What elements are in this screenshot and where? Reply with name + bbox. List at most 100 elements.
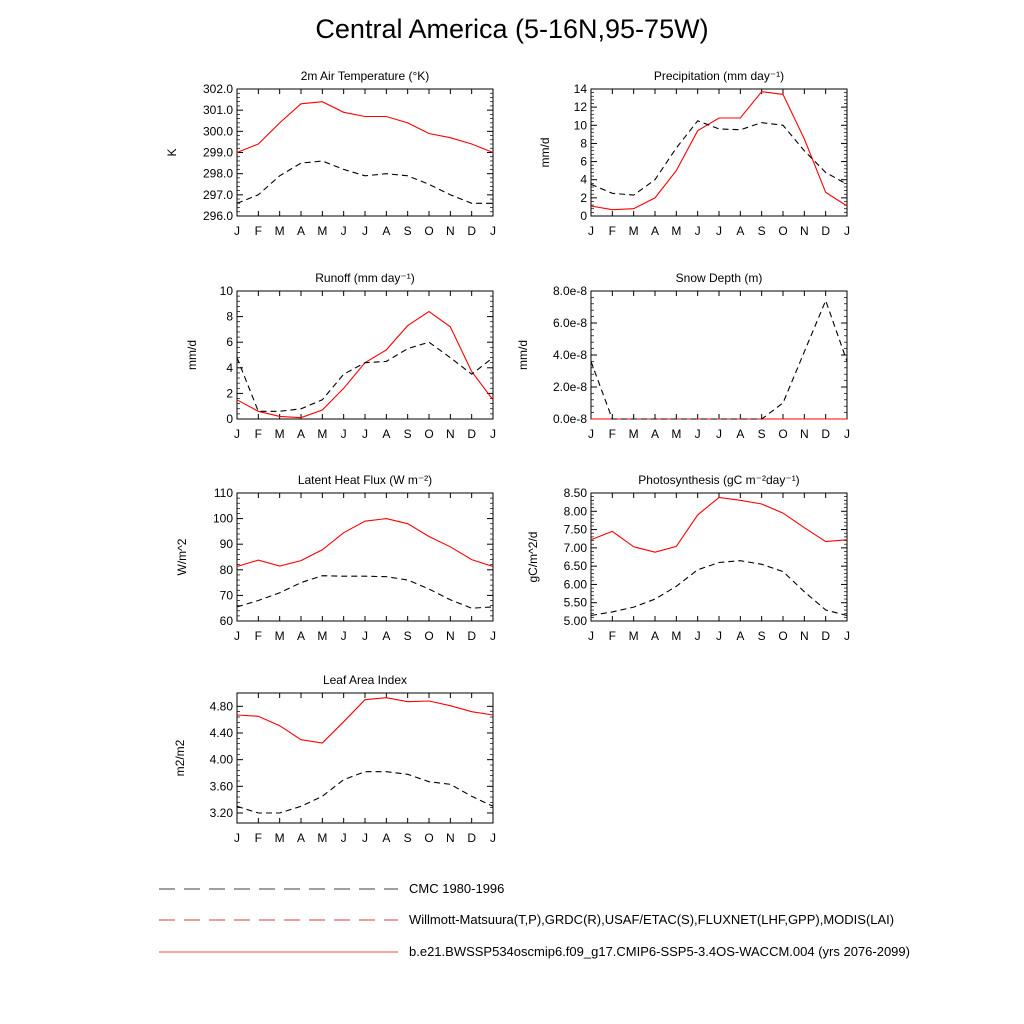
y-tick-label: 4 <box>226 361 233 375</box>
x-tick-label: J <box>844 427 850 441</box>
model-series-line <box>590 91 848 211</box>
panel-frame <box>590 290 848 420</box>
x-tick-label: A <box>736 427 744 441</box>
x-tick-label: S <box>404 427 412 441</box>
y-tick-label: 100 <box>213 512 233 526</box>
y-tick-label: 4.00 <box>210 753 234 767</box>
x-tick-label: D <box>467 831 476 845</box>
x-tick-label: F <box>609 427 616 441</box>
x-tick-label: O <box>424 629 433 643</box>
x-tick-label: S <box>758 629 766 643</box>
obs-series-line <box>236 575 494 609</box>
y-tick-label: 6.0e-8 <box>553 316 587 330</box>
y-tick-label: 14 <box>574 82 588 96</box>
panel-title: 2m Air Temperature (°K) <box>301 69 430 83</box>
obs-series-line <box>590 120 848 196</box>
panel-title: Precipitation (mm day⁻¹) <box>654 69 784 83</box>
x-tick-label: J <box>695 224 701 238</box>
x-tick-label: F <box>255 224 262 238</box>
y-tick-label: 5.00 <box>564 614 588 628</box>
x-tick-label: N <box>446 831 455 845</box>
y-tick-label: 300.0 <box>203 124 233 138</box>
y-tick-label: 299.0 <box>203 146 233 160</box>
x-tick-label: J <box>341 629 347 643</box>
x-tick-label: J <box>844 224 850 238</box>
y-tick-label: 8.0e-8 <box>553 284 587 298</box>
x-tick-label: A <box>736 224 744 238</box>
x-tick-label: S <box>404 831 412 845</box>
y-axis-label: gC/m^2/d <box>526 532 540 583</box>
x-tick-label: N <box>446 427 455 441</box>
panel-frame <box>590 492 848 622</box>
y-tick-label: 3.60 <box>210 779 234 793</box>
x-tick-label: F <box>255 427 262 441</box>
y-tick-label: 297.0 <box>203 188 233 202</box>
model-series-line <box>236 697 494 744</box>
y-tick-label: 4.0e-8 <box>553 348 587 362</box>
x-tick-label: O <box>778 427 787 441</box>
y-tick-label: 8 <box>226 310 233 324</box>
x-tick-label: J <box>362 427 368 441</box>
panel-frame <box>236 290 494 420</box>
x-tick-label: N <box>446 629 455 643</box>
x-tick-label: J <box>490 224 496 238</box>
x-tick-label: J <box>362 224 368 238</box>
y-tick-label: 5.50 <box>564 596 588 610</box>
y-tick-label: 7.00 <box>564 541 588 555</box>
x-tick-label: M <box>671 224 681 238</box>
y-tick-label: 60 <box>220 614 234 628</box>
x-tick-label: A <box>297 629 305 643</box>
y-tick-label: 8.00 <box>564 504 588 518</box>
x-tick-label: O <box>778 224 787 238</box>
x-tick-label: A <box>297 224 305 238</box>
y-axis-label: mm/d <box>538 138 552 168</box>
y-tick-label: 6.00 <box>564 577 588 591</box>
y-tick-label: 4.40 <box>210 726 234 740</box>
x-tick-label: S <box>758 427 766 441</box>
x-tick-label: J <box>716 629 722 643</box>
y-tick-label: 7.50 <box>564 523 588 537</box>
x-tick-label: M <box>317 427 327 441</box>
y-tick-label: 8.50 <box>564 486 588 500</box>
x-tick-label: S <box>404 224 412 238</box>
x-tick-label: J <box>588 629 594 643</box>
obs-series-line <box>236 341 494 412</box>
y-tick-label: 110 <box>214 486 233 500</box>
panel-title: Snow Depth (m) <box>676 271 763 285</box>
x-tick-label: F <box>609 629 616 643</box>
y-axis-label: mm/d <box>185 340 199 370</box>
model-series-line <box>236 518 494 568</box>
y-tick-label: 302.0 <box>203 82 233 96</box>
x-tick-label: A <box>382 629 390 643</box>
x-tick-label: M <box>629 224 639 238</box>
x-tick-label: S <box>758 224 766 238</box>
obs-series-line <box>236 160 493 204</box>
panel-title: Latent Heat Flux (W m⁻²) <box>298 473 432 487</box>
x-tick-label: J <box>362 629 368 643</box>
y-tick-label: 6 <box>580 155 587 169</box>
y-tick-label: 80 <box>220 563 234 577</box>
x-tick-label: M <box>275 224 285 238</box>
y-tick-label: 2.0e-8 <box>553 380 587 394</box>
y-tick-label: 10 <box>220 284 234 298</box>
y-tick-label: 0 <box>226 412 233 426</box>
y-tick-label: 2 <box>226 386 233 400</box>
x-tick-label: D <box>467 224 476 238</box>
x-tick-label: F <box>255 831 262 845</box>
y-axis-label: mm/d <box>516 340 530 370</box>
y-tick-label: 2 <box>580 191 587 205</box>
x-tick-label: J <box>490 831 496 845</box>
x-tick-label: F <box>255 629 262 643</box>
x-tick-label: J <box>844 629 850 643</box>
y-tick-label: 4.80 <box>210 699 234 713</box>
y-tick-label: 6 <box>226 335 233 349</box>
x-tick-label: J <box>362 831 368 845</box>
x-tick-label: M <box>671 427 681 441</box>
x-tick-label: A <box>382 224 390 238</box>
x-tick-label: A <box>297 831 305 845</box>
x-tick-label: M <box>317 831 327 845</box>
x-tick-label: A <box>736 629 744 643</box>
x-tick-label: A <box>382 427 390 441</box>
x-tick-label: M <box>317 224 327 238</box>
panel-frame <box>236 692 494 824</box>
